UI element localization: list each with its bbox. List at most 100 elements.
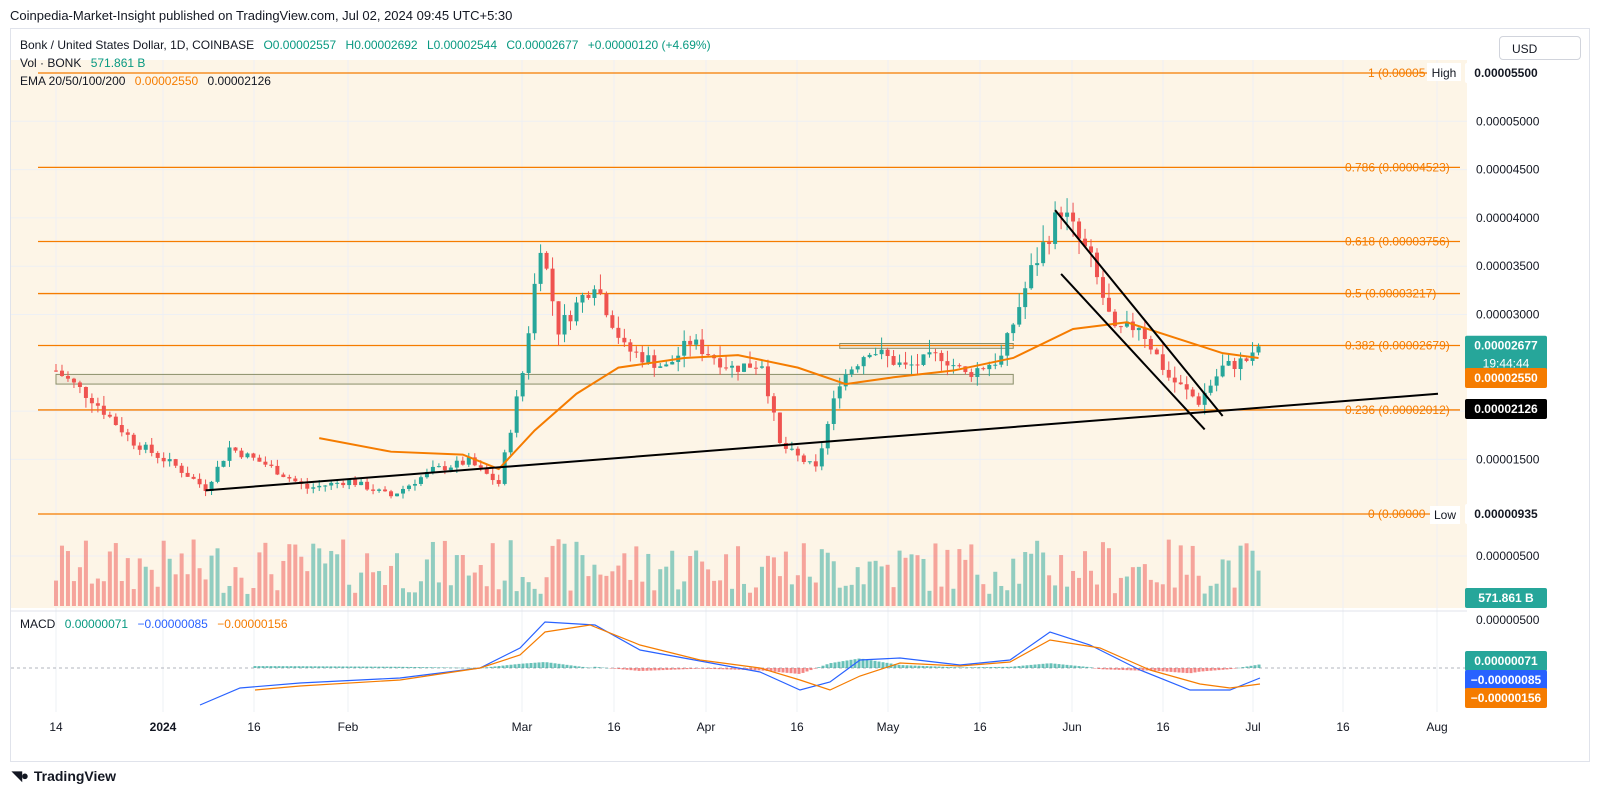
macd-histogram-bar <box>757 668 761 671</box>
macd-hist-badge-bg <box>1465 651 1547 671</box>
candle-body <box>664 364 669 367</box>
volume-bar <box>71 581 76 606</box>
currency-button[interactable]: USD <box>1499 36 1581 60</box>
candle-body <box>933 352 938 354</box>
volume-bar <box>987 593 992 606</box>
volume-bar <box>95 578 100 606</box>
macd-histogram-bar <box>265 666 269 668</box>
candle-body <box>406 485 411 489</box>
volume-bar <box>580 555 585 606</box>
candle-body <box>95 403 100 406</box>
candle-body <box>837 386 842 399</box>
volume-bar <box>54 580 58 606</box>
candle-body <box>1047 242 1052 244</box>
macd-histogram-bar <box>481 667 485 669</box>
candle-body <box>813 461 818 467</box>
macd-histogram-bar <box>801 668 805 673</box>
candle-body <box>831 398 836 424</box>
time-axis-label: Apr <box>697 720 716 734</box>
macd-histogram-bar <box>253 666 257 668</box>
candle-body <box>383 489 388 492</box>
legend-ema2: 0.00002126 <box>207 74 271 88</box>
volume-bar <box>502 580 507 606</box>
volume-bar <box>1053 585 1058 606</box>
volume-bar <box>849 584 854 606</box>
candle-body <box>215 466 220 482</box>
volume-bar <box>957 549 962 606</box>
candle-body <box>556 301 561 335</box>
macd-histogram-bar <box>1001 666 1005 668</box>
candle-body <box>1035 263 1040 266</box>
volume-bar <box>598 574 603 606</box>
volume-bar <box>77 567 82 606</box>
price-axis-label: 0.00000500 <box>1476 549 1540 563</box>
candle-body <box>825 423 830 449</box>
high-value-badge: 0.00005500 <box>1474 66 1538 80</box>
macd-histogram-bar <box>541 662 545 668</box>
candle-body <box>1124 321 1129 327</box>
volume-bar <box>1244 543 1249 606</box>
macd-histogram-bar <box>1181 668 1185 673</box>
macd-histogram-bar <box>545 662 549 668</box>
macd-histogram-bar <box>1217 668 1221 671</box>
volume-bar <box>927 590 932 606</box>
volume-bar <box>801 543 806 606</box>
high-value-badge-bg <box>1465 63 1547 83</box>
candle-body <box>706 354 711 356</box>
volume-bar <box>981 584 986 606</box>
candle-body <box>873 354 878 356</box>
macd-histogram-bar <box>861 658 865 668</box>
volume-bar <box>718 580 723 606</box>
macd-histogram-bar <box>1065 664 1069 668</box>
candle-body <box>1208 385 1213 393</box>
macd-histogram-bar <box>1125 668 1129 671</box>
macd-histogram-bar <box>729 668 733 670</box>
candle-body <box>365 481 370 490</box>
candle-body <box>1100 277 1105 298</box>
macd-histogram-bar <box>1093 668 1097 669</box>
candle-body <box>436 466 441 468</box>
candle-body <box>137 445 142 450</box>
macd-histogram-bar <box>597 667 601 668</box>
volume-bar <box>125 558 130 606</box>
volume-bar <box>143 566 148 606</box>
volume-bar <box>532 588 537 606</box>
macd-histogram-bar <box>1245 666 1249 668</box>
macd-histogram-bar <box>825 664 829 668</box>
volume-bar <box>436 582 441 606</box>
candle-body <box>981 368 986 370</box>
macd-histogram-bar <box>1105 668 1109 670</box>
candle-body <box>54 370 58 372</box>
candle-body <box>939 352 944 362</box>
macd-histogram-bar <box>681 668 685 670</box>
macd-histogram-bar <box>877 661 881 668</box>
legend-open: O0.00002557 <box>263 38 337 52</box>
volume-bar <box>179 553 184 606</box>
volume-bar <box>1118 577 1123 606</box>
macd-histogram-bar <box>333 666 337 668</box>
macd-histogram-bar <box>505 665 509 668</box>
high-tag-bg <box>1427 63 1461 81</box>
legend-high: H0.00002692 <box>345 38 418 52</box>
footer-brand: ◥● TradingView <box>12 768 116 784</box>
volume-bar <box>1011 558 1016 606</box>
macd-histogram-bar <box>1173 668 1177 673</box>
macd-histogram-bar <box>989 667 993 668</box>
macd-histogram-bar <box>1189 668 1193 674</box>
macd-histogram-bar <box>1029 664 1033 668</box>
volume-bar <box>137 558 142 606</box>
ema-value-badge-bg <box>1465 367 1547 388</box>
time-axis-label: 16 <box>607 720 621 734</box>
macd-histogram-bar <box>1117 668 1121 670</box>
volume-bar <box>227 585 232 606</box>
macd-histogram-bar <box>357 666 361 668</box>
candle-body <box>747 363 752 368</box>
volume-bar <box>245 593 250 606</box>
volume-bar <box>107 551 112 606</box>
publisher-line: Coinpedia-Market-Insight published on Tr… <box>10 8 513 23</box>
macd-histogram-bar <box>457 667 461 669</box>
signal-line <box>254 624 1261 691</box>
volume-bar <box>1178 545 1183 606</box>
volume-bar <box>335 554 340 606</box>
